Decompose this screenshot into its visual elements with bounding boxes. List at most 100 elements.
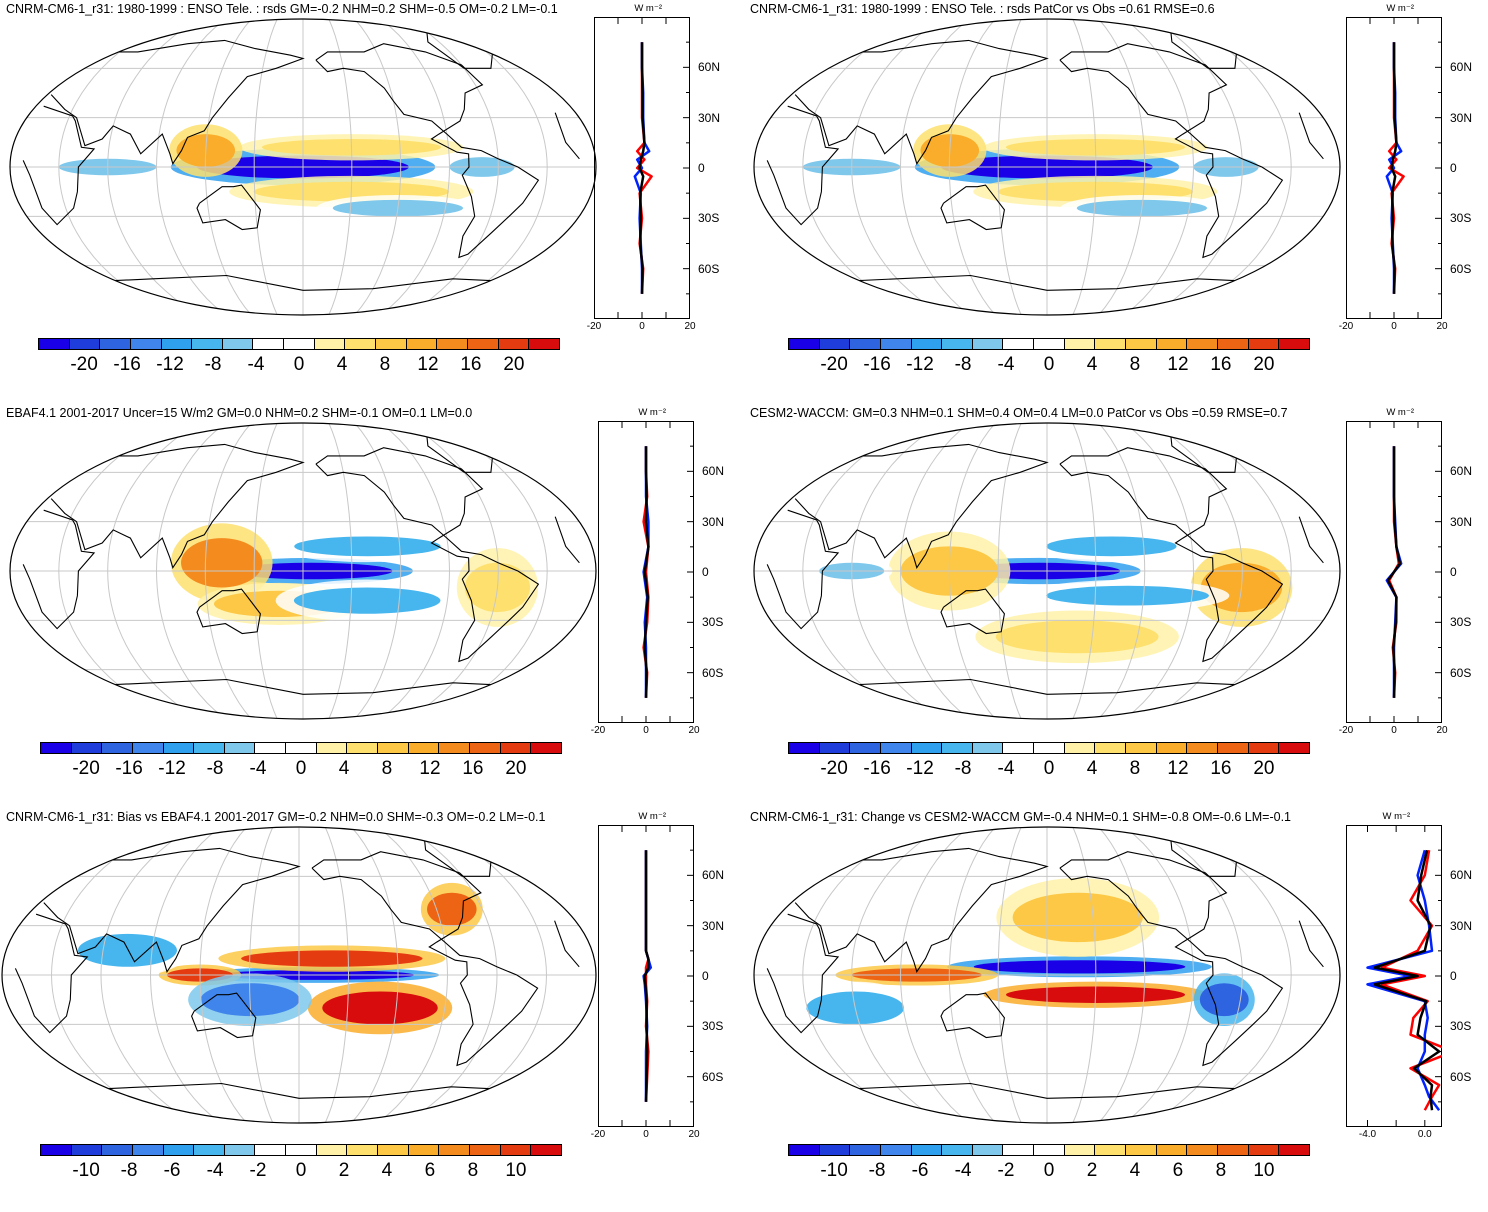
world-map [753,18,1341,316]
graticule-lon [948,19,996,315]
anomaly-core [1046,585,1209,606]
zonal-mean-plot [1346,421,1442,723]
coastline [940,992,1005,1039]
zonal-x-label: 20 [688,725,700,736]
graticule-lon [253,423,278,719]
colorbar-label: 8 [379,354,391,375]
colorbar-swatch [1248,339,1280,349]
coastline [940,184,1005,231]
colorbar-label: 12 [1167,354,1189,375]
colorbar-swatch [789,1145,820,1155]
unit-label: W m⁻² [638,811,667,822]
colorbar-label: 8 [381,758,393,779]
colorbar-swatch [1217,339,1249,349]
colorbar-swatch [1156,743,1188,753]
coastline [22,105,580,226]
graticule-lon [380,19,451,315]
map-border [753,826,1341,1124]
zonal-x-label: 0 [1391,725,1397,736]
latitude-label: 0 [698,161,705,175]
colorbar-label: -16 [115,758,143,779]
colorbar-swatch [1064,1145,1096,1155]
panel-bias: CNRM-CM6-1_r31: Bias vs EBAF4.1 2001-201… [0,808,744,1212]
colorbar-label: 0 [1043,758,1055,779]
colorbar-swatch [819,339,851,349]
anomaly-core [322,991,438,1025]
colorbar-label: 8 [467,1160,479,1181]
colorbar-swatch [439,743,470,753]
colorbar-label: -16 [863,354,891,375]
colorbar-swatch [224,1145,256,1155]
latitude-label: 0 [1450,161,1457,175]
graticule-lon [107,19,200,315]
colorbar-label: -4 [206,1160,224,1181]
colorbar-label: 4 [338,758,350,779]
colorbar-swatch [286,743,317,753]
anomaly-core [241,950,423,967]
latitude-label: 60N [1450,868,1473,883]
latitude-label: 0 [702,969,709,983]
graticule-lon [155,19,226,315]
colorbar-swatch [1034,1145,1065,1155]
colorbar-swatch [1095,339,1127,349]
zonal-x-label: 0 [1391,321,1397,332]
anomaly-core [1199,983,1249,1017]
colorbar-label: -8 [204,354,222,375]
colorbar-label: 6 [424,1160,436,1181]
colorbar-label: -2 [249,1160,267,1181]
graticule-lon [431,423,548,719]
colorbar-label: 4 [1086,354,1098,375]
panel-change: CNRM-CM6-1_r31: Change vs CESM2-WACCM GM… [744,808,1488,1212]
graticule-lon [100,827,195,1123]
anomaly-core [293,587,441,614]
colorbar-swatch [1217,1145,1249,1155]
latitude-label: 60N [1450,60,1473,75]
latitude-label: 60N [1450,464,1473,479]
map-border [1,826,597,1124]
colorbar [40,1144,562,1156]
anomaly-core [181,538,263,588]
graticule-lon [431,19,548,315]
coastline [315,43,540,259]
zonal-x-label: -20 [586,321,602,332]
colorbar-swatch [1156,1145,1188,1155]
colorbar-label: -10 [820,1160,848,1181]
colorbar-swatch [314,339,346,349]
colorbar-swatch [69,339,101,349]
latitude-label: 30N [702,514,725,529]
colorbar-label: 4 [336,354,348,375]
colorbar-label: 12 [419,758,441,779]
anomaly-core [973,960,1186,974]
anomaly-core [294,536,441,557]
graticule-lon [802,423,919,719]
anomaly-core [77,933,177,967]
colorbar-swatch [1187,743,1218,753]
graticule-lon [204,19,252,315]
colorbar-label: 2 [338,1160,350,1181]
colorbar-swatch [1217,743,1249,753]
latitude-label: 60S [1450,665,1472,680]
zonal-mean-plot [598,421,694,723]
colorbar-label: -12 [906,758,934,779]
colorbar-swatch [531,1145,561,1155]
colorbar-swatch [942,339,973,349]
colorbar-label: -4 [249,758,267,779]
colorbar-swatch [819,1145,851,1155]
colorbar-swatch [819,743,851,753]
panel-title: CNRM-CM6-1_r31: Change vs CESM2-WACCM GM… [750,810,1292,824]
colorbar-label: 2 [1086,1160,1098,1181]
zonal-line-black [638,42,646,294]
colorbar-label: -10 [72,1160,100,1181]
graticule-lon [155,423,226,719]
anomaly-core [1046,536,1177,557]
graticule-lon [204,423,252,719]
colorbar-swatch [194,1145,225,1155]
graticule-lon [50,827,169,1123]
colorbar-label: 0 [295,758,307,779]
colorbar-swatch [41,1145,72,1155]
colorbar-label: 8 [1215,1160,1227,1181]
colorbar-label: 0 [1043,354,1055,375]
graticule-lon [380,423,451,719]
world-map [753,422,1341,720]
colorbar-swatch [1064,339,1096,349]
